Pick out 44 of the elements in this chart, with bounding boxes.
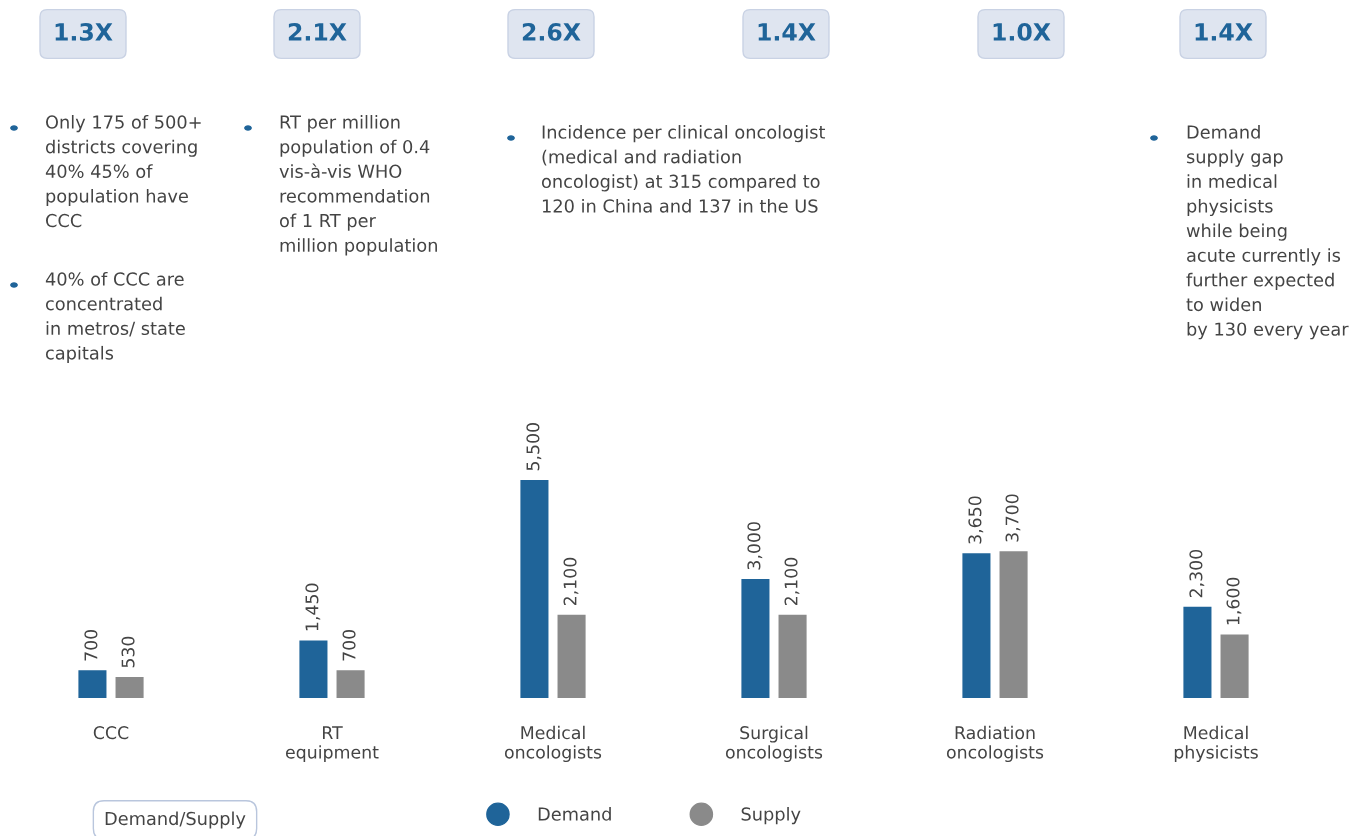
- data-label: 2,300: [1189, 549, 1205, 598]
- text: Incidence per clinical oncologist (medical and radiation oncologist) at 315 compared to 120 in China and 137 in the US: [541, 125, 826, 213]
- data-label: 2,100: [784, 557, 800, 606]
- text: 1.4X: [758, 23, 816, 41]
- data-label: 700: [342, 629, 356, 661]
- text: 2.6X: [522, 22, 581, 41]
- bar: [778, 614, 807, 698]
- data-label: 2,100: [563, 557, 579, 606]
- text: 1.3X: [55, 22, 113, 41]
- legend-label: Demand: [538, 806, 611, 821]
- bar: [1220, 634, 1249, 698]
- text: Demand supply gap in medical physicists while being acute currently is further expected to widen by 130 every year: [1186, 125, 1349, 340]
- bar: [115, 676, 144, 698]
- x-tick-label: CCC: [93, 726, 129, 740]
- data-label: 5,500: [526, 423, 542, 471]
- bar: [999, 551, 1028, 698]
- bar: [78, 670, 107, 698]
- x-tick-label: Radiation oncologists: [946, 725, 1044, 763]
- data-label: 3,000: [747, 522, 763, 570]
- text: RT per million population of 0.4 vis-à-vis WHO recommendation of 1 RT per million population: [279, 115, 437, 256]
- bar: [520, 479, 549, 698]
- bar: [1183, 606, 1212, 698]
- data-label: 530: [121, 636, 135, 668]
- x-tick-label: Medical oncologists: [504, 725, 602, 763]
- data-label: 1,450: [305, 583, 321, 631]
- data-label: 700: [84, 629, 98, 661]
- text: 2.1X: [288, 22, 347, 41]
- bar: [336, 670, 365, 698]
- legend-label: Supply: [741, 806, 801, 825]
- data-label: 3,700: [1005, 494, 1021, 542]
- data-label: 1,600: [1226, 577, 1242, 625]
- text: 1.0X: [993, 22, 1051, 41]
- bar: [741, 579, 770, 698]
- bar: [557, 614, 586, 698]
- text: Demand/Supply: [105, 811, 246, 829]
- data-label: 3,650: [968, 496, 984, 544]
- bar: [962, 553, 991, 698]
- x-tick-label: Surgical oncologists: [725, 725, 823, 763]
- text: 40% of CCC are concentrated in metros/ state capitals: [45, 272, 185, 364]
- bar: [299, 640, 328, 698]
- text: Only 175 of 500+ districts covering 40% 45% of population have CCC: [45, 115, 201, 228]
- x-tick-label: Medical physicists: [1174, 725, 1258, 763]
- text: 1.4X: [1195, 23, 1253, 41]
- x-tick-label: RT equipment: [285, 726, 379, 763]
